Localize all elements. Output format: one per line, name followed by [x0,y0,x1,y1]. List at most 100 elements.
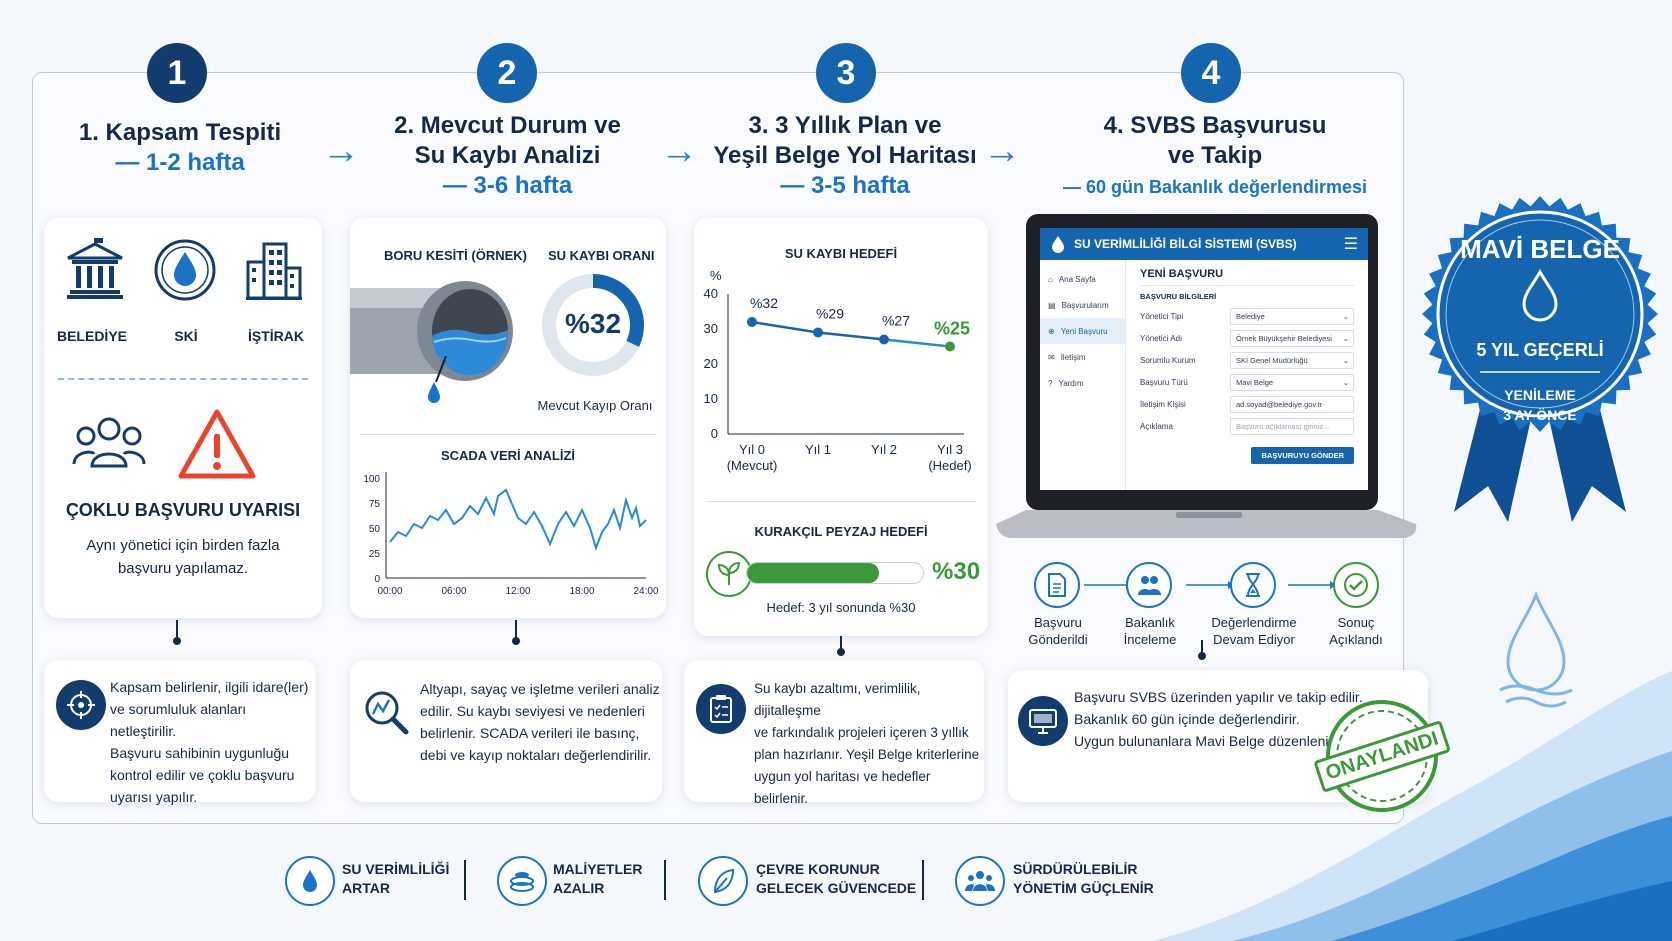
step-title: 1. Kapsam Tespiti [78,119,282,146]
sidebar-item-help[interactable]: ? Yardım [1040,370,1125,396]
sidebar-item-label: Yeni Başvuru [1060,326,1108,336]
data-label: %29 [816,306,844,322]
water-drop-icon [1052,236,1064,253]
connector-line [1201,640,1203,656]
connector-dot [173,637,181,645]
contact-person-input[interactable]: ad.soyad@belediye.gov.tr [1230,395,1354,413]
data-label: %32 [750,295,778,311]
step-duration: — 3-5 hafta [780,172,910,199]
data-label: %25 [934,319,970,339]
svbs-app-header: SU VERİMLİLİĞİ BİLGİ SİSTEMİ (SVBS) ☰ [1040,228,1368,260]
chevron-down-icon: ⌄ [1342,355,1349,365]
y-axis-tick: 10 [704,391,718,406]
form-row: Açıklama Başvuru açıklaması giriniz... [1140,415,1354,437]
chart-title: SU KAYBI HEDEFİ [784,246,898,261]
step-title-line1: 4. SVBS Başvurusu [1103,112,1327,139]
loss-target-chart: % 40 30 20 10 0 %32 %29 %27 %25 Yıl 0(Mevcut) Yı… [704,268,972,473]
landscape-progress-fill [747,563,879,583]
sidebar-item-label: Başvurularım [1061,300,1109,310]
status-label: Sonuç Açıklandı [1306,614,1406,648]
sidebar-item-my-applications[interactable]: ▤ Başvurularım [1040,292,1125,318]
step-title-line1: 2. Mevcut Durum ve [394,112,621,139]
hourglass-icon [1230,562,1276,608]
status-label-line: Açıklandı [1329,632,1383,647]
form-row: Başvuru Türü Mavi Belge ⌄ [1140,371,1354,393]
chevron-down-icon: ⌄ [1342,377,1349,387]
description-line: ve sorumluluk alanları netleştirilir. [110,701,247,739]
badge-renewal: YENİLEME 3 AY ÖNCE [1418,385,1662,425]
field-placeholder: Başvuru açıklaması giriniz... [1236,421,1330,431]
field-label: Sorumlu Kurum [1140,355,1196,365]
field-value: SKİ Genel Müdürlüğü [1236,355,1308,365]
landscape-title: KURAKÇIL PEYZAJ HEDEFİ [754,524,928,539]
company-building-icon [246,242,302,300]
landscape-caption: Hedef: 3 yıl sonunda %30 [766,600,916,615]
ministry-review-icon [1126,562,1172,608]
arrow-right-icon: → [322,130,360,172]
series-line-segment [817,331,885,341]
application-type-select[interactable]: Mavi Belge ⌄ [1230,373,1354,391]
hamburger-menu-icon[interactable]: ☰ [1343,236,1358,253]
step-1-header: 1. Kapsam Tespiti — 1-2 hafta [40,118,320,178]
form-section-title: BAŞVURU BİLGİLERİ [1140,292,1217,301]
contact-icon: ✉ [1048,352,1055,362]
badge-renewal-line: YENİLEME [1504,387,1576,403]
divider [58,378,308,380]
target-icon [56,680,106,730]
description-line: plan hazırlanır. Yeşil Belge kriterlerin… [754,747,980,762]
field-label: İletişim Kişisi [1140,399,1186,409]
responsible-org-select[interactable]: SKİ Genel Müdürlüğü ⌄ [1230,351,1354,369]
series-line-segment [883,338,951,348]
x-axis-tick: Yıl 1 [805,442,831,457]
warning-text-line: başvuru yapılamaz. [117,560,249,577]
x-axis-tick: Yıl 3 [937,442,963,457]
warning-text-line: Aynı yönetici için birden fazla [86,537,280,554]
scada-x-tick: 18:00 [569,586,594,597]
scada-title: SCADA VERİ ANALİZİ [440,448,576,463]
y-axis-tick: 0 [711,426,718,441]
sidebar-item-home[interactable]: ⌂ Ana Sayfa [1040,266,1125,292]
landscape-progress-bar [746,562,924,584]
water-drop-icon [285,856,335,906]
submit-application-button[interactable]: BAŞVURUYU GÖNDER [1251,447,1354,464]
warning-text: Aynı yönetici için birden fazla başvuru … [44,534,322,580]
description-text: Kapsam belirlenir, ilgili idare(ler) ve s… [110,676,310,808]
loss-rate-donut [542,274,644,376]
description-line: kontrol edilir ve çoklu başvuru [110,767,295,783]
sidebar-item-new-application[interactable]: ⊕ Yeni Başvuru [1040,318,1125,344]
scada-y-tick: 100 [363,474,380,485]
entity-label-municipality: BELEDİYE [56,328,127,344]
description-line: Altyapı, sayaç ve işletme verileri anali… [420,681,660,697]
status-label: Bakanlık İnceleme [1100,614,1200,648]
svbs-app-screen: SU VERİMLİLİĞİ BİLGİ SİSTEMİ (SVBS) ☰ ⌂ A… [1040,228,1368,490]
document-icon: ▤ [1048,300,1056,310]
form-row: Yönetici Adı Örnek Büyükşehir Belediyesi ⌄ [1140,327,1354,349]
benefit-line: ARTAR [342,880,390,896]
manager-type-select[interactable]: Belediye ⌄ [1230,307,1354,325]
step-number-1: 1 [147,43,207,103]
description-line: debi ve kayıp noktaları değerlendirilir. [420,747,652,763]
description-line: uyarısı yapılır. [110,789,198,805]
loss-label: SU KAYBI ORANI [548,248,655,263]
step-duration: — 3-6 hafta [442,172,573,199]
description-card-2: Altyapı, sayaç ve işletme verileri anali… [350,660,662,802]
data-point [813,327,823,338]
field-value: Mavi Belge [1236,377,1274,387]
status-label-line: İnceleme [1123,632,1177,647]
description-input[interactable]: Başvuru açıklaması giriniz... [1230,417,1354,435]
chevron-down-icon: ⌄ [1342,333,1349,343]
benefit-line: YÖNETİM GÜÇLENİR [1013,880,1154,896]
check-circle-icon [1333,562,1379,608]
manager-name-select[interactable]: Örnek Büyükşehir Belediyesi ⌄ [1230,329,1354,347]
y-axis-unit: % [710,268,722,283]
x-axis-tick: Yıl 0 [739,442,765,457]
description-card-1: Kapsam belirlenir, ilgili idare(ler) ve s… [44,660,316,805]
step-title-line2: ve Takip [1167,142,1263,169]
scada-x-tick: 00:00 [377,586,402,597]
benefit-line: GELECEK GÜVENCEDE [756,880,917,896]
step-duration: — 1-2 hafta [115,149,245,176]
sidebar-item-contact[interactable]: ✉ İletişim [1040,344,1125,370]
y-axis-tick: 30 [704,321,718,336]
description-card-3: Su kaybı azaltımı, verimlilik, dijitalle… [684,660,984,806]
status-connector-lines [1084,581,1336,589]
